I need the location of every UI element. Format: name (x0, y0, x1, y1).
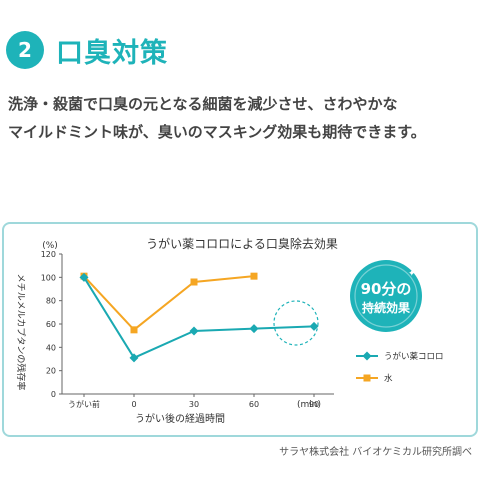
sparkle-icon: ✦ (408, 269, 416, 279)
section-header: 2 口臭対策 (6, 30, 168, 70)
callout-inner-ring (354, 264, 418, 328)
y-tick-label: 0 (51, 390, 56, 399)
legend-marker-0 (362, 351, 372, 361)
legend-label-1: 水 (384, 373, 393, 384)
x-tick-label: 60 (249, 400, 259, 409)
y-axis-label: メチルメルカプタンの残存率 (15, 274, 27, 391)
description: 洗浄・殺菌で口臭の元となる細菌を減少させ、さわやかな マイルドミント味が、臭いの… (8, 90, 480, 146)
callout-line-1: 90分の (361, 280, 412, 298)
series-point-1 (130, 326, 138, 334)
section-number-badge: 2 (6, 31, 44, 69)
y-tick-label: 80 (46, 297, 56, 306)
x-axis-unit: (min) (297, 400, 321, 410)
series-point-0 (129, 353, 139, 363)
series-point-0 (79, 272, 89, 282)
series-point-1 (250, 272, 258, 280)
series-point-0 (249, 324, 259, 334)
y-tick-label: 20 (46, 367, 56, 376)
series-point-0 (309, 321, 319, 331)
series-layer (79, 272, 319, 363)
series-line-0 (83, 276, 315, 360)
x-ticks: うがい前 0 30 60 90 (68, 394, 319, 409)
chart-title: うがい薬コロロによる口臭除去効果 (146, 236, 338, 251)
legend-label-0: うがい薬コロロ (384, 351, 444, 362)
section-title: 口臭対策 (56, 37, 168, 69)
y-ticks: 0 20 40 60 80 100 120 (41, 250, 62, 399)
x-tick-label: 30 (189, 400, 199, 409)
x-tick-label: 0 (131, 400, 136, 409)
series-line-1 (83, 275, 255, 332)
y-tick-label: 60 (46, 320, 56, 329)
y-tick-label: 40 (46, 343, 56, 352)
highlight-dashed-circle (273, 300, 319, 346)
x-tick-label: うがい前 (68, 399, 100, 409)
y-tick-label: 120 (41, 250, 56, 259)
chart-container: うがい薬コロロによる口臭除去効果 (%) メチルメルカプタンの残存率 0 20 40… (2, 222, 478, 437)
duration-callout: ✦ 90分の 持続効果 (350, 260, 422, 332)
series-point-0 (189, 326, 199, 336)
source-note: サラヤ株式会社 バイオケミカル研究所調べ (279, 447, 472, 458)
callout-circle (350, 260, 422, 332)
legend-marker-1 (363, 374, 371, 382)
x-axis-label: うがい後の経過時間 (135, 412, 225, 425)
y-tick-label: 100 (41, 273, 56, 282)
chart-svg: うがい薬コロロによる口臭除去効果 (%) メチルメルカプタンの残存率 0 20 40… (15, 236, 444, 425)
x-tick-label: 90 (309, 400, 319, 409)
callout-line-2: 持続効果 (362, 300, 410, 315)
series-point-1 (190, 278, 198, 286)
description-line-1: 洗浄・殺菌で口臭の元となる細菌を減少させ、さわやかな (8, 95, 398, 113)
description-line-2: マイルドミント味が、臭いのマスキング効果も期待できます。 (8, 123, 426, 141)
y-axis-unit: (%) (42, 241, 58, 251)
